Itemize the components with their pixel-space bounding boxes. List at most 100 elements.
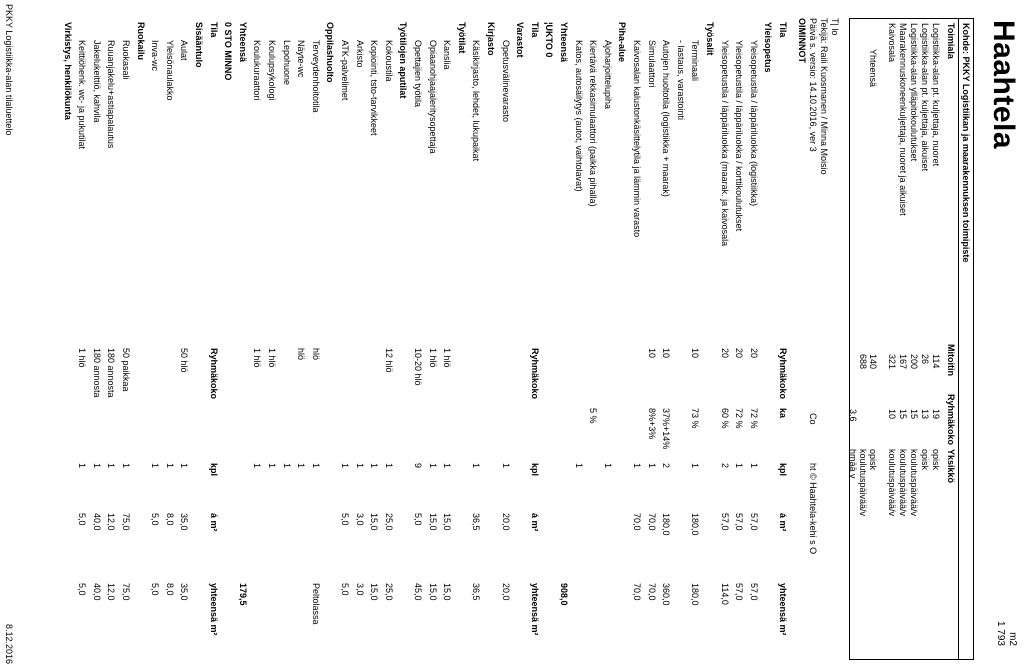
total-label: Yhteensä (868, 49, 878, 88)
cell-tila: Yleisönaulakko (164, 40, 175, 101)
col-yksikko: Yksikkö (946, 449, 956, 484)
section-row: Sisääntulo (193, 18, 204, 658)
cell-ryhmakoko: Ryhmäkoko (208, 348, 219, 400)
table-row: Opettajien työtila 10-20 hlö 9 5,0 45,0 (412, 18, 423, 658)
summary-box: Kohde: PKKY Logistiikan ja maarakennukse… (848, 18, 974, 660)
cell-tila: Kokoustila (383, 40, 394, 82)
cell-a-m2: 25,0 (383, 513, 394, 531)
cell-kpl: 1 (164, 463, 175, 469)
cell-yhteensa: 25,0 (383, 583, 394, 601)
total-ryhmakoko: 3,6 (848, 409, 858, 422)
cell-ryhmakoko: hlö (310, 348, 321, 361)
cell-kpl: 1 (383, 463, 394, 469)
cell-tila: Aulat (179, 40, 190, 61)
table-row: Jakelukeittiö, kahvila 180 annosta 1 40,0 40… (91, 18, 102, 658)
cell-kaytto: 73 % (690, 408, 701, 429)
cell-tila: Kaivosalan kalustonkäsittelytila ja lämm… (632, 40, 642, 238)
cell-a-m2: 57,0 (734, 513, 745, 531)
total-yksikko: hmää v (848, 449, 858, 479)
cell-yhteensa: 180,0 (690, 583, 701, 606)
cell-ryhmakoko: Ryhmäkoko (778, 348, 788, 400)
ryhmakoko: 15 (898, 409, 908, 420)
summary-body: Toimiala Mitoitin Ryhmäkoko Yksikkö Logistii… (848, 19, 958, 659)
table-row: Kaivosalan kalustonkäsittelytila ja lämm… (631, 18, 642, 658)
cell-yhteensa: 45,0 (413, 583, 423, 601)
cell-a-m2: 40,0 (91, 513, 102, 531)
cell-kpl: 1 (471, 463, 482, 469)
cell-a-m2: 35,0 (179, 513, 190, 531)
summary-row: Kaivosala 321 10 koulutuspäivää/v (886, 19, 897, 659)
cell-a-m2: 5,0 (77, 513, 88, 526)
cell-tila: Arkisto (354, 40, 365, 68)
cell-ryhmakoko: 20 (748, 348, 759, 359)
cell-tila: Näyte-wc (296, 40, 307, 78)
cell-ryhmakoko: 10 (690, 348, 701, 359)
table-row: Lepohuone 1 (281, 18, 292, 658)
table-row: Kiertävä rekkasimulaattori (paikka pihal… (587, 18, 598, 658)
summary-row: Maarakennuskoneenkuljettaja, nuoret ja a… (897, 19, 908, 659)
cell-tila: Opetusvälinevarasto (500, 40, 511, 123)
cell-yhteensa: 15,0 (442, 583, 453, 601)
cell-ryhmakoko: 10 (646, 348, 657, 359)
cell-tila: ¦UKTO 0 (544, 22, 555, 58)
summary-row: Logistiikka-alan pt. kuljettaja, aikuise… (919, 19, 930, 659)
cell-tila: - lastaus, varastointi (675, 40, 686, 121)
section-row: 0 STO MINNO (222, 18, 233, 658)
cell-kpl: 2 (661, 463, 672, 469)
cell-ryhmakoko: 180 annosta (106, 348, 117, 398)
table-row: Kopiointi, tsto-tarvikkeet 1 15,0 15,0 (368, 18, 379, 658)
cell-yhteensa: 57,0 (748, 583, 759, 601)
footer-right: 8.12.2016 (4, 623, 14, 664)
table-header-row: Tila Ryhmäkoko kpl á m² yhteensä m² (208, 18, 219, 658)
cell-a-m2: 15,0 (369, 513, 380, 531)
yksikko: opisk (920, 449, 930, 471)
section-row: Ruokailu (135, 18, 146, 658)
cell-tila: Kirjasto (486, 22, 496, 56)
cell-kpl: 1 (179, 463, 190, 469)
cell-kpl: 1 (340, 463, 350, 469)
cell-tila: Työtilojen aputilat (398, 22, 409, 99)
table-row: Ruuanjakelu+astiapalautus 180 annosta 1 12,… (105, 18, 116, 658)
cell-a-m2: 57,0 (719, 513, 730, 531)
cell-kpl: 1 (252, 463, 263, 469)
cell-kpl: kpl (529, 463, 540, 477)
cell-a-m2: 8,0 (164, 513, 175, 526)
yksikko: opisk (931, 449, 941, 471)
section-row: Varastot (514, 18, 525, 658)
table-row: Opetusvälinevarasto 1 20,0 20,0 (500, 18, 511, 658)
cell-ryhmakoko: 50 hlö (179, 348, 190, 373)
table-row: Yleisopetustila / läppäriluokka (logisti… (748, 18, 759, 658)
cell-tila: Oppilashuolto (325, 22, 336, 83)
cell-kpl: 1 (632, 463, 642, 469)
cell-kpl: 9 (413, 463, 423, 469)
table-row: Inva-wc 1 5,0 5,0 (149, 18, 160, 658)
table-row: Koulukuraattori 1 hlö 1 (251, 18, 262, 658)
table-row: Ruokasali 50 paikkaa 1 75,0 75,0 (120, 18, 131, 658)
area-value: 1 793 (995, 620, 1006, 646)
table-row: Opiaanohjaajaleritysopettaja 1 hlö 1 15,0 15… (427, 18, 438, 658)
cell-yhteensa: 15,0 (427, 583, 438, 601)
cell-tila: Jakelukeittiö, kahvila (91, 40, 102, 123)
cell-kpl: 1 (369, 463, 380, 469)
cell-a-m2: 75,0 (121, 513, 131, 531)
section-row: Virkistys, henkilökunta (62, 18, 73, 658)
cell-a-m2: 20,0 (500, 513, 511, 531)
table-row: Simulaattori 10 8%+3% 1 70,0 70,0 (646, 18, 657, 658)
cell-tila: Käsikirjasto, lehdet, lukupaikat (471, 40, 482, 162)
cell-kpl: 1 (573, 463, 584, 469)
footer-left: PKKY Logistiikka-alan tilaluettelo (4, 4, 14, 136)
cell-tila: ATK-palvelimet (340, 40, 350, 101)
cell-a-m2: 12,0 (106, 513, 117, 531)
table-row: ATK-palvelimet 1 5,0 5,0 (339, 18, 350, 658)
total-area: m2 1 793 (994, 621, 1018, 646)
col-ryhmakoko: Ryhmäkoko (946, 394, 956, 446)
toimiala: Maarakennuskoneenkuljettaja, nuoret ja a… (898, 23, 908, 216)
cell-yhteensa: 35,0 (179, 583, 190, 601)
cell-kpl: 1 (427, 463, 438, 469)
cell-tila: Lepohuone (281, 40, 292, 86)
cell-a-m2: 57,0 (748, 513, 759, 531)
cell-yhteensa: 70,0 (632, 583, 642, 601)
total-mitoitin: 140 (868, 354, 878, 370)
col-mitoitin: Mitoitin (946, 344, 956, 376)
cell-a-m2: á m² (529, 513, 540, 532)
